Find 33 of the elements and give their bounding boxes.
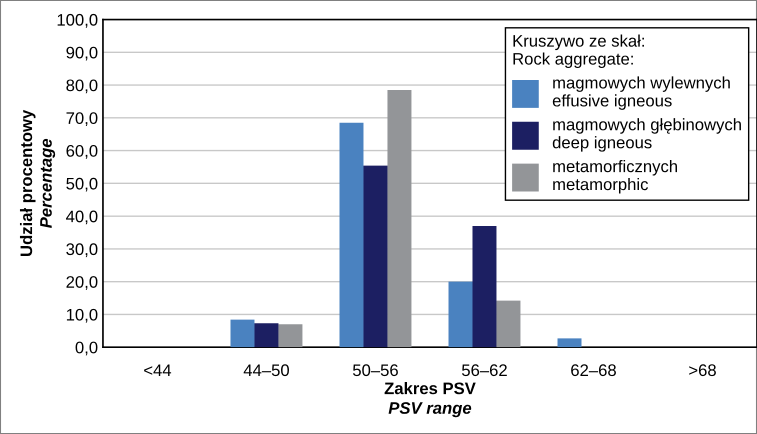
y-tick-label: 100,0: [58, 14, 98, 28]
y-tick-label: 10,0: [66, 308, 98, 323]
legend-label: magmowych wylewnych effusive igneous: [552, 76, 730, 110]
y-tick-label: 20,0: [66, 276, 98, 290]
bar: [387, 90, 412, 348]
bar: [558, 338, 582, 348]
x-tick-label: 56–62: [462, 364, 507, 376]
y-axis-title: Udział procentowy Percentage: [20, 110, 56, 256]
bar: [278, 324, 302, 348]
x-tick-label: <44: [144, 364, 172, 376]
y-tick-label: 90,0: [66, 46, 98, 60]
y-tick-label: 60,0: [66, 145, 98, 159]
y-tick-label: 30,0: [66, 243, 98, 258]
bar: [472, 226, 496, 348]
y-tick-label: 50,0: [66, 178, 98, 192]
bar: [340, 122, 364, 348]
y-tick-label: 40,0: [66, 210, 98, 224]
bar: [230, 320, 254, 348]
bar: [254, 323, 278, 348]
bar: [363, 166, 388, 348]
y-tick-label: 80,0: [66, 79, 98, 94]
legend-title: Kruszywo ze skał: Rock aggregate:: [513, 34, 644, 68]
x-tick-label: 62–68: [571, 364, 616, 376]
bar: [448, 282, 472, 348]
legend-label: metamorficznych metamorphic: [553, 160, 677, 194]
y-tick-label: 70,0: [66, 112, 98, 126]
bar: [496, 300, 520, 348]
x-tick-label: 50–56: [352, 364, 398, 376]
y-tick-label: 0,0: [76, 342, 98, 356]
x-tick-label: 44–50: [244, 364, 289, 376]
x-tick-label: >68: [689, 364, 716, 376]
legend-label: magmowych głębinowych deep igneous: [552, 118, 741, 152]
x-axis-title: Zakres PSV PSV range: [384, 382, 476, 418]
